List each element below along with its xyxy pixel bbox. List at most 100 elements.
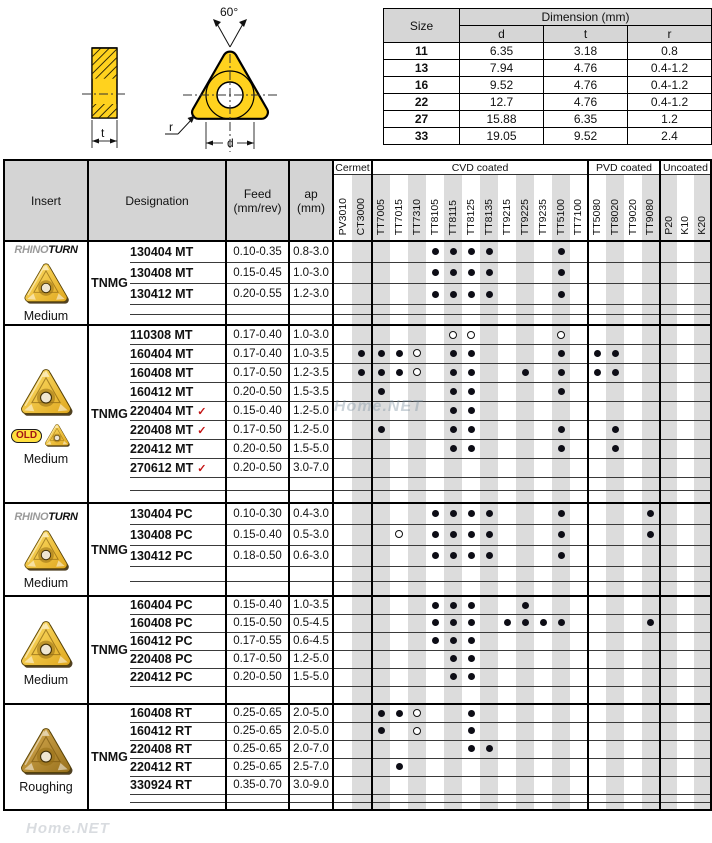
grade-cell [516,458,534,478]
watermark: Home.NET [26,820,110,837]
grade-cell [332,304,352,316]
table-row: 130412 MT 0.20-0.55 1.2-3.0 [4,283,711,306]
grade-header: TT9080 [642,174,660,242]
grade-cell [587,794,606,803]
grade-cell [624,344,642,364]
grade-cell [606,802,624,811]
grade-cell [534,401,552,421]
grade-cell [480,668,498,687]
dimension-value: 1.2 [627,110,712,128]
grade-cell [426,650,444,669]
grade-cell [642,420,660,440]
feed-cell [225,794,289,803]
grade-cell [677,614,694,633]
grade-cell [352,401,372,421]
availability-circle [413,368,421,377]
grade-cell [444,490,462,504]
grade-cell [677,722,694,741]
feed-cell: 0.15-0.50 [225,614,289,633]
availability-dot [467,269,475,277]
grade-cell [408,363,426,383]
grade-cell [332,595,352,615]
grade-cell [587,420,606,440]
grade-cell [408,794,426,803]
grade-cell [332,668,352,687]
availability-dot [557,387,565,395]
availability-dot [449,673,457,681]
grade-header-label: TT7005 [375,198,388,235]
grade-cell [570,595,588,615]
designation-cell: 130412 PC [130,545,226,567]
grade-cell [332,420,352,440]
grade-cell [462,614,480,633]
grade-cell [408,614,426,633]
grade-cell [426,382,444,402]
grade-cell [390,595,408,615]
grade-cell [426,283,444,306]
grade-cell [516,545,534,567]
availability-dot [557,619,565,627]
grade-cell [570,794,588,803]
grade-cell [426,420,444,440]
grade-cell [352,581,372,597]
grade-cell [694,776,711,795]
tnmg-prefix: TNMG [87,240,130,326]
grade-cell [371,581,390,597]
grade-cell [659,794,677,803]
table-row: 270612 MT ✓ 0.20-0.50 3.0-7.0 [4,458,711,478]
designation-text: 160408 MT [130,365,194,380]
availability-dot [647,619,654,627]
grade-cell [444,650,462,669]
dimension-value: 9.52 [459,76,544,94]
dimension-value: 6.35 [543,110,628,128]
grade-cell [408,239,426,263]
brand-name-right: TURN [48,244,78,256]
grade-cell [371,524,390,546]
grade-cell [426,794,444,803]
grade-cell [570,382,588,402]
availability-dot [431,637,439,645]
grade-cell [480,614,498,633]
grade-cell [642,545,660,567]
table-row: Medium TNMG 160404 PC 0.15-0.40 1.0-3.5 [4,595,711,705]
grade-cell [606,283,624,306]
grade-cell [426,668,444,687]
grade-cell [552,632,570,651]
grade-cell [498,401,516,421]
designation-cell: 130408 MT [130,262,226,285]
grade-cell [659,581,677,597]
grade-cell [642,401,660,421]
ap-cell: 1.2-5.0 [288,650,333,669]
grade-cell [480,703,498,723]
availability-dot [378,727,385,735]
grade-cell [659,614,677,633]
grade-cell [570,502,588,525]
designation-cell: 130412 MT [130,283,226,306]
availability-dot [378,349,385,357]
grade-cell [587,650,606,669]
designation-text: 130408 PC [130,527,193,542]
grade-cell [642,740,660,759]
availability-dot [467,655,475,663]
grade-cell [552,794,570,803]
grade-cell [606,722,624,741]
availability-dot [431,290,439,298]
grade-cell [390,703,408,723]
availability-dot [503,619,511,627]
availability-dot [431,551,439,559]
designation-cell: 330924 RT [130,776,226,795]
grade-cell [624,239,642,263]
feed-cell: 0.25-0.65 [225,758,289,777]
grade-cell [426,401,444,421]
grade-cell [587,614,606,633]
availability-dot [485,745,493,753]
grade-cell [498,382,516,402]
empty-row [4,477,711,491]
grade-cell [606,314,624,326]
insert-grade-table: Insert Designation Feed (mm/rev) ap (mm) Cerme… [3,159,712,811]
grade-cell [694,545,711,567]
grade-cell [444,595,462,615]
grade-cell [480,490,498,504]
grade-cell [462,595,480,615]
dimension-value: 9.52 [543,127,628,145]
